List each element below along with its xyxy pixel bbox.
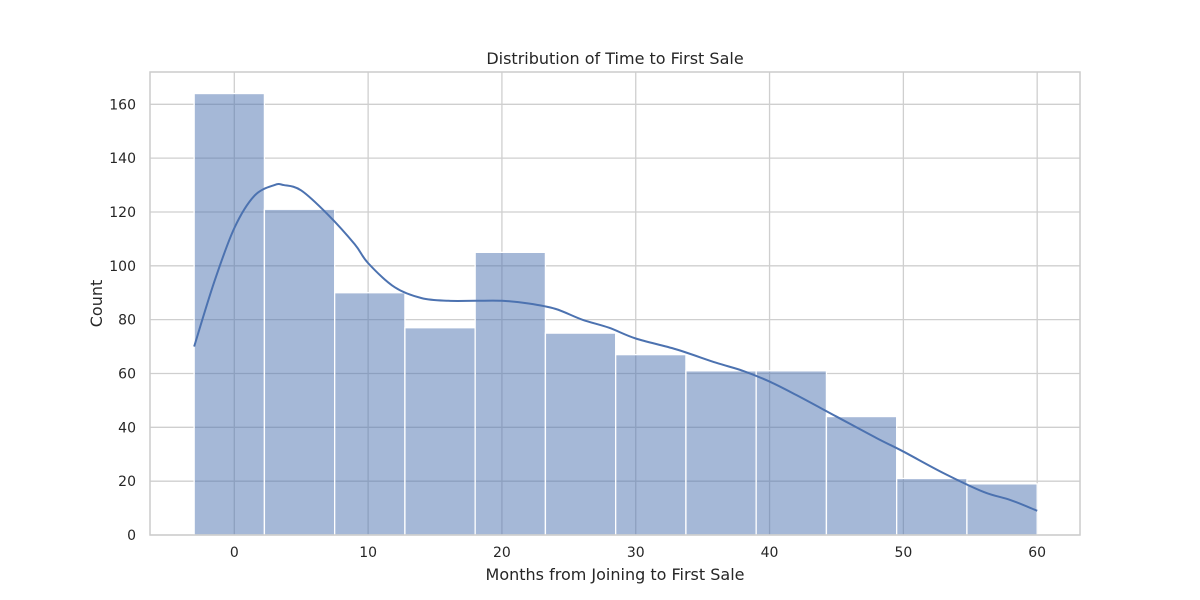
- kde-layer: [193, 183, 1038, 512]
- y-tick-labels: 0 20 40 60 80 100 120 140 160: [109, 97, 136, 544]
- x-axis-label: Months from Joining to First Sale: [486, 565, 745, 584]
- histogram-bar: [825, 415, 898, 536]
- y-tick-label: 0: [127, 528, 136, 544]
- x-tick-label: 30: [627, 545, 645, 561]
- chart-title: Distribution of Time to First Sale: [486, 49, 743, 68]
- y-tick-label: 40: [118, 420, 136, 436]
- y-tick-label: 160: [109, 97, 136, 113]
- x-tick-label: 10: [359, 545, 377, 561]
- y-tick-label: 140: [109, 151, 136, 167]
- histogram-bar: [263, 208, 336, 536]
- x-tick-label: 0: [230, 545, 239, 561]
- histogram-bar: [193, 92, 266, 536]
- histogram-bar: [334, 292, 406, 536]
- plot-frame: [149, 71, 1081, 536]
- y-tick-label: 60: [118, 366, 136, 382]
- y-tick-label: 100: [109, 259, 136, 275]
- y-tick-label: 80: [118, 313, 136, 329]
- x-tick-label: 20: [493, 545, 511, 561]
- x-tick-label: 40: [761, 545, 779, 561]
- x-tick-label: 50: [894, 545, 912, 561]
- y-tick-label: 120: [109, 205, 136, 221]
- kde-curve: [193, 183, 1038, 512]
- histogram-bar: [685, 370, 757, 536]
- histogram-bar: [755, 370, 828, 536]
- y-tick-label: 20: [118, 474, 136, 490]
- bar-layer: [193, 92, 1038, 536]
- histogram-bar: [544, 332, 617, 536]
- y-axis-label: Count: [87, 280, 106, 328]
- x-tick-label: 60: [1028, 545, 1046, 561]
- histogram-bar: [404, 327, 476, 536]
- histogram-bar: [615, 353, 687, 536]
- histogram-bar: [896, 477, 968, 536]
- histogram-bar: [966, 483, 1038, 536]
- x-tick-labels: 0 10 20 30 40 50 60: [230, 545, 1046, 561]
- histogram-bar: [474, 251, 547, 536]
